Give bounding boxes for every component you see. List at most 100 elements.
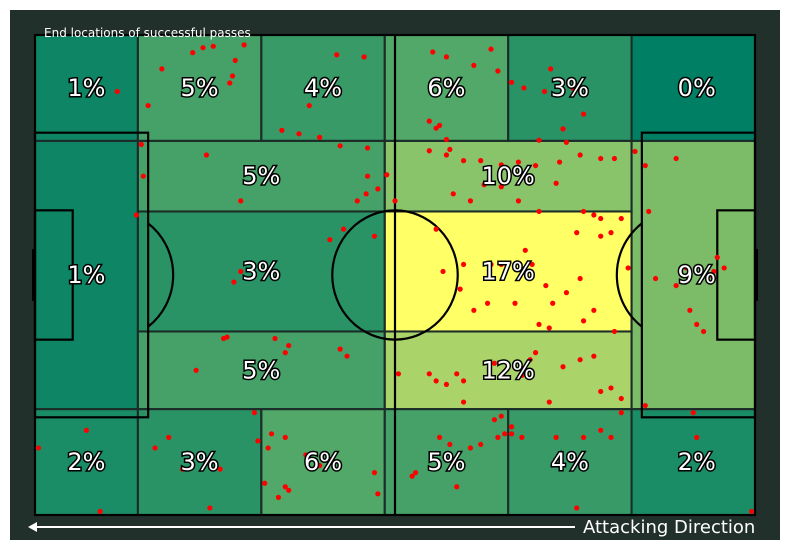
zone-label-4: 3% — [551, 74, 589, 102]
pass-point-170 — [495, 434, 501, 440]
pass-point-155 — [262, 480, 268, 486]
pass-point-167 — [454, 484, 460, 490]
pass-point-162 — [375, 491, 381, 497]
pass-point-19 — [443, 54, 450, 60]
pass-point-70 — [133, 212, 140, 218]
pass-point-85 — [577, 275, 583, 282]
pass-point-87 — [591, 212, 597, 218]
zone-18 — [508, 409, 632, 515]
pass-point-29 — [426, 118, 432, 124]
pass-point-92 — [646, 208, 652, 215]
pass-point-166 — [447, 441, 453, 448]
pass-point-138 — [460, 399, 467, 405]
pass-point-54 — [556, 159, 563, 165]
pass-point-131 — [560, 364, 566, 370]
pass-point-52 — [515, 159, 522, 165]
pass-point-5 — [210, 43, 216, 49]
pass-point-25 — [521, 85, 527, 91]
pass-point-6 — [241, 42, 247, 48]
pass-point-12 — [361, 54, 367, 60]
pass-points-layer — [35, 42, 755, 515]
pass-point-24 — [548, 66, 554, 72]
pass-point-143 — [83, 427, 90, 433]
pass-point-41 — [364, 173, 371, 179]
pass-point-61 — [481, 182, 487, 188]
pass-point-40 — [337, 143, 343, 149]
zone-13 — [631, 140, 755, 410]
pass-point-75 — [433, 226, 439, 232]
pass-point-46 — [384, 172, 390, 178]
pass-point-32 — [447, 146, 453, 152]
pass-point-132 — [577, 357, 583, 363]
pass-point-105 — [512, 300, 518, 306]
pass-point-0 — [114, 88, 120, 95]
direction-label: Attacking Direction — [583, 517, 755, 538]
pass-point-51 — [498, 162, 504, 168]
pass-point-44 — [392, 198, 398, 204]
pass-point-180 — [608, 434, 614, 440]
pass-point-48 — [443, 152, 450, 158]
pass-point-107 — [546, 325, 552, 331]
pass-point-159 — [303, 452, 309, 458]
pass-point-101 — [694, 321, 700, 328]
pass-point-93 — [652, 275, 659, 282]
pass-point-184 — [748, 508, 755, 515]
pass-point-30 — [433, 125, 439, 131]
pass-point-80 — [522, 247, 528, 253]
pass-point-45 — [375, 186, 381, 192]
pass-point-16 — [316, 134, 323, 140]
zones-layer — [35, 35, 755, 515]
zone-label-12: 12% — [481, 356, 534, 384]
pass-point-99 — [707, 272, 714, 278]
pass-point-28 — [580, 111, 587, 117]
pass-point-179 — [598, 427, 604, 433]
zone-10 — [384, 140, 632, 212]
pass-point-1 — [145, 102, 151, 109]
right-goal — [755, 249, 758, 301]
pass-point-84 — [563, 290, 570, 296]
pass-point-146 — [166, 434, 172, 440]
zone-19 — [631, 409, 755, 515]
right-penalty-arc — [615, 222, 643, 328]
zone-9 — [137, 331, 385, 410]
pass-point-141 — [642, 402, 648, 409]
pass-point-163 — [409, 473, 415, 479]
zone-label-9: 5% — [242, 356, 280, 384]
pass-point-50 — [478, 158, 484, 164]
zone-3 — [384, 35, 509, 141]
pass-point-125 — [454, 371, 460, 377]
pass-point-181 — [574, 505, 580, 511]
pass-point-49 — [460, 158, 467, 164]
pass-point-151 — [251, 410, 258, 416]
pass-point-13 — [306, 102, 312, 109]
attacking-direction-indicator: Attacking Direction — [28, 517, 755, 538]
pass-point-108 — [580, 318, 587, 324]
pass-point-119 — [337, 346, 343, 352]
pass-point-2 — [159, 66, 165, 72]
pass-point-120 — [344, 353, 350, 359]
pass-point-178 — [580, 434, 587, 440]
pass-point-171 — [502, 431, 508, 437]
pass-point-74 — [371, 233, 378, 239]
pass-point-10 — [203, 82, 210, 88]
pass-point-7 — [232, 57, 238, 64]
pass-point-95 — [683, 265, 690, 271]
pass-point-68 — [642, 162, 648, 169]
pass-point-53 — [532, 162, 539, 169]
zone-label-14: 2% — [67, 448, 105, 476]
zone-label-16: 6% — [304, 448, 342, 476]
pass-point-137 — [395, 371, 402, 377]
pass-point-115 — [220, 335, 227, 342]
pass-point-175 — [508, 431, 515, 437]
pass-point-104 — [457, 286, 463, 292]
pass-point-117 — [286, 342, 292, 349]
pass-point-14 — [279, 127, 285, 133]
zone-label-2: 4% — [304, 74, 342, 102]
pass-point-129 — [527, 357, 533, 363]
pass-point-148 — [217, 466, 223, 472]
zone-1 — [137, 35, 262, 141]
pass-point-140 — [618, 410, 624, 416]
zone-14 — [35, 409, 138, 515]
pass-point-79 — [498, 261, 504, 268]
